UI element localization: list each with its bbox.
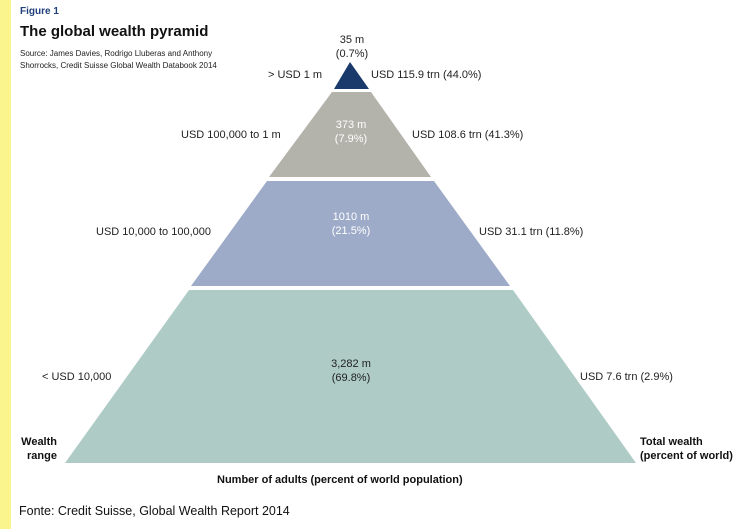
tier-lower-middle-adults: 1010 m (21.5%) [332, 210, 371, 238]
tier-upper-middle-adults-count: 373 m [335, 119, 367, 131]
pyramid-tier-lower-middle [191, 181, 510, 286]
tier-base-adults-count: 3,282 m [331, 358, 371, 370]
tier-lower-middle-adults-share: (21.5%) [331, 225, 371, 237]
tier-top-wealth-range: > USD 1 m [268, 69, 323, 81]
tier-base-wealth-range: < USD 10,000 [42, 371, 112, 383]
footer-source: Fonte: Credit Suisse, Global Wealth Repo… [19, 504, 290, 518]
tier-upper-middle-total-wealth: USD 108.6 trn (41.3%) [412, 129, 524, 141]
tier-upper-middle-adults: 373 m (7.9%) [335, 118, 367, 146]
tier-base-adults-share: (69.8%) [331, 372, 371, 384]
wealth-range-axis-line2: range [27, 450, 57, 462]
tier-upper-middle-adults-share: (7.9%) [334, 133, 368, 145]
tier-top-adults-count: 35 m [339, 34, 365, 46]
tier-lower-middle-adults-count: 1010 m [332, 211, 370, 223]
pyramid-tier-upper-middle [269, 92, 431, 177]
figure-source: Source: James Davies, Rodrigo Lluberas a… [20, 49, 217, 70]
number-of-adults-axis-label: Number of adults (percent of world popul… [217, 474, 463, 486]
pyramid-tier-base [65, 290, 636, 463]
tier-lower-middle-wealth-range: USD 10,000 to 100,000 [96, 226, 211, 238]
tier-top-adults-share: (0.7%) [335, 48, 369, 60]
wealth-range-axis-label: Wealth range [19, 435, 57, 463]
tier-upper-middle-wealth-range: USD 100,000 to 1 m [181, 129, 281, 141]
figure-label: Figure 1 [20, 6, 59, 17]
tier-top-adults: 35 m (0.7%) [336, 33, 368, 61]
tier-base-adults: 3,282 m (69.8%) [331, 357, 371, 385]
tier-lower-middle-total-wealth: USD 31.1 trn (11.8%) [479, 226, 584, 238]
wealth-range-axis-line1: Wealth [21, 436, 57, 448]
pyramid-tier-top [334, 62, 369, 89]
total-wealth-axis-label: Total wealth (percent of world) [640, 435, 733, 463]
total-wealth-axis-line1: Total wealth [640, 436, 703, 448]
yellow-side-bar [0, 0, 11, 529]
figure-title: The global wealth pyramid [20, 23, 209, 40]
tier-top-total-wealth: USD 115.9 trn (44.0%) [371, 69, 482, 81]
tier-base-total-wealth: USD 7.6 trn (2.9%) [580, 371, 673, 383]
total-wealth-axis-line2: (percent of world) [640, 450, 733, 462]
